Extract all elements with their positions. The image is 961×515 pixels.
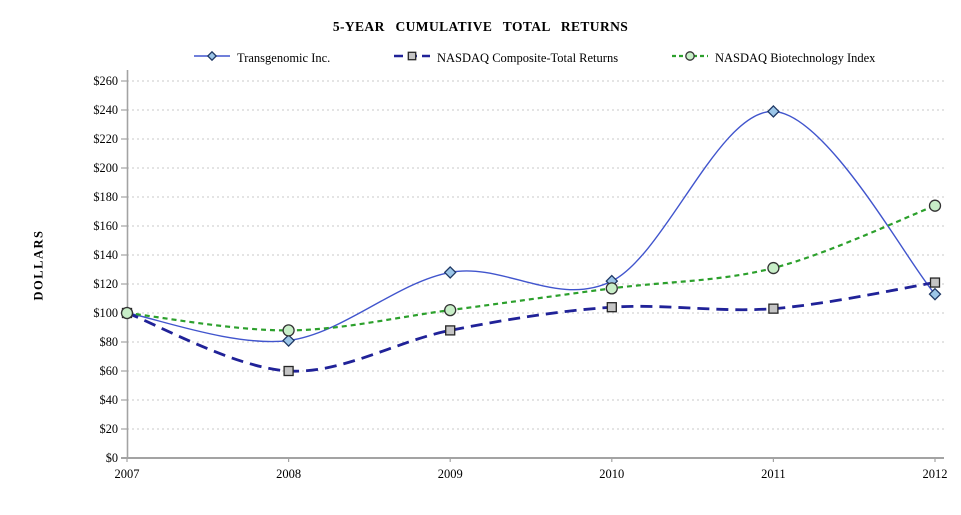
y-tick-label: $180: [93, 190, 118, 204]
y-tick-label: $60: [100, 364, 118, 378]
line-diamond-swatch-icon: [193, 50, 231, 65]
series-nasdaq-biotechnology-index: [120, 199, 942, 337]
legend-label: Transgenomic Inc.: [237, 50, 331, 65]
y-tick-label: $240: [93, 103, 118, 117]
y-tick-label: $260: [93, 74, 118, 88]
y-tick-label: $140: [93, 248, 118, 262]
axes: [121, 70, 944, 462]
x-tick-label: 2012: [923, 467, 948, 481]
x-tick-labels: 2007 2008 2009 2010 2011 2012: [115, 467, 948, 481]
y-tick-label: $40: [100, 393, 118, 407]
x-tick-label: 2007: [115, 467, 140, 481]
y-tick-label: $80: [100, 335, 118, 349]
y-tick-label: $200: [93, 161, 118, 175]
series-nasdaq-composite-total-returns: [121, 277, 941, 377]
legend-item-nasdaq-composite: NASDAQ Composite-Total Returns: [393, 49, 618, 67]
legend-label: NASDAQ Composite-Total Returns: [437, 50, 619, 65]
legend-item-transgenomic: Transgenomic Inc.: [193, 49, 330, 67]
y-tick-label: $160: [93, 219, 118, 233]
gridlines: [127, 80, 944, 430]
x-tick-label: 2010: [599, 467, 624, 481]
x-tick-label: 2009: [438, 467, 463, 481]
legend-label: NASDAQ Biotechnology Index: [715, 50, 876, 65]
x-tick-label: 2008: [276, 467, 301, 481]
legend-item-nasdaq-biotech: NASDAQ Biotechnology Index: [671, 49, 875, 67]
y-tick-label: $120: [93, 277, 118, 291]
x-tick-label: 2011: [761, 467, 786, 481]
y-tick-labels: $0 $20 $40 $60 $80 $100 $120 $140 $160 $180 $200 $2…: [93, 74, 118, 465]
chart-title: 5-YEAR CUMULATIVE TOTAL RETURNS: [332, 19, 629, 34]
y-tick-label: $220: [93, 132, 118, 146]
line-square-swatch-icon: [393, 51, 431, 65]
y-tick-label: $0: [106, 451, 118, 465]
y-tick-label: $100: [93, 306, 118, 320]
y-tick-label: $20: [100, 422, 118, 436]
line-circle-swatch-icon: [671, 51, 709, 65]
chart-legend: Transgenomic Inc. NASDAQ Composite-Total…: [0, 49, 961, 67]
